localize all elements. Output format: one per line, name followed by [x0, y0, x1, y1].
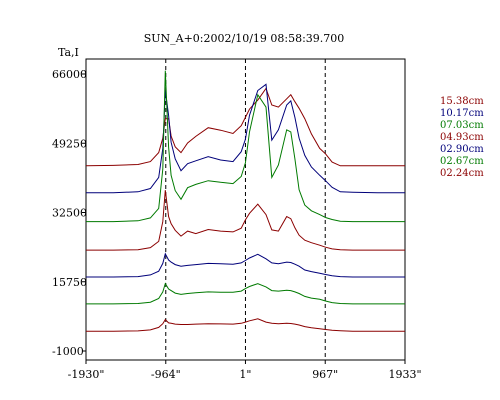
x-tick-label: 967"	[312, 368, 338, 381]
series-lines	[85, 70, 405, 332]
y-tick-label: 49250	[52, 137, 87, 150]
x-axis-ticks: -1930" -964" 1" 967" 1933"	[68, 360, 422, 381]
legend-entry: 04.93cm	[440, 132, 484, 143]
legend-entry: 02.67cm	[440, 156, 484, 167]
y-tick-label: 66000	[52, 68, 87, 81]
x-tick-label: -1930"	[68, 368, 105, 381]
series-line	[86, 318, 405, 332]
series-line	[86, 70, 405, 223]
legend-entry: 07.03cm	[440, 120, 484, 131]
y-tick-label: 32500	[52, 207, 87, 220]
series-line	[86, 282, 405, 305]
legend-entry: 15.38cm	[440, 96, 484, 107]
series-line	[86, 190, 405, 251]
series-line	[86, 83, 405, 194]
x-tick-label: 1"	[239, 368, 251, 381]
legend-entry: 02.24cm	[440, 168, 484, 179]
y-axis-ticks: 66000 49250 32500 15750 -1000	[52, 68, 87, 358]
series-line	[85, 87, 405, 167]
chart-title: SUN_A+0:2002/10/19 08:58:39.700	[144, 32, 345, 45]
reference-lines	[165, 59, 326, 360]
legend-entry: 10.17cm	[440, 108, 484, 119]
y-tick-label: 15750	[52, 276, 87, 289]
legend-entry: 02.90cm	[440, 144, 484, 155]
y-axis-label: Ta,I	[58, 46, 79, 59]
x-tick-label: -964"	[151, 368, 181, 381]
x-tick-label: 1933"	[388, 368, 421, 381]
legend: 15.38cm10.17cm07.03cm04.93cm02.90cm02.67…	[440, 96, 484, 179]
series-line	[86, 252, 405, 278]
y-tick-label: -1000	[52, 345, 84, 358]
